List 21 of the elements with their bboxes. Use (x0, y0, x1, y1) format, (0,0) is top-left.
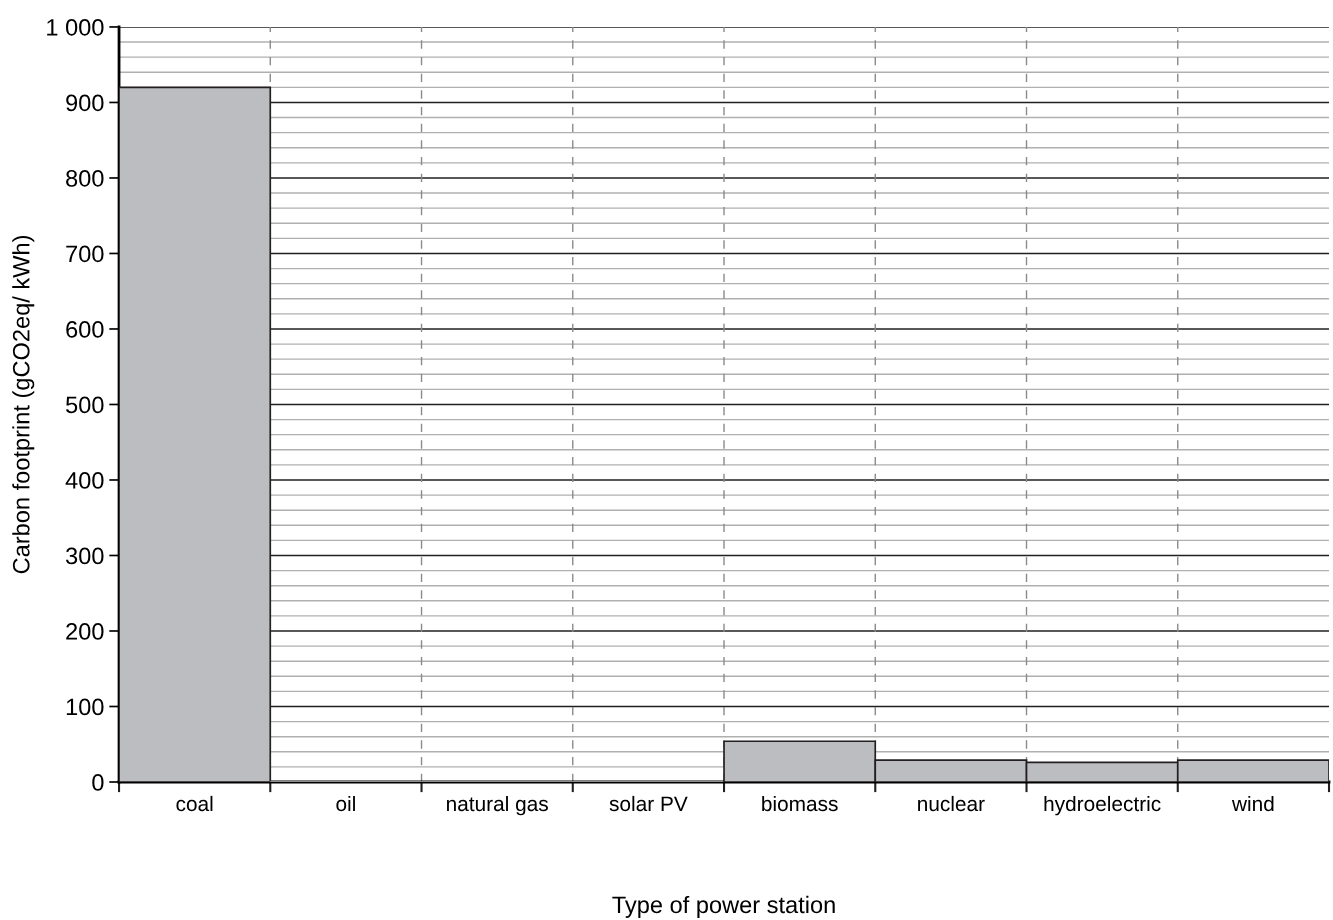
y-tick-label: 500 (66, 396, 104, 414)
y-tick-label: 800 (66, 170, 104, 187)
y-axis-title: Carbon footprint (gCO2eq/ kWh) (12, 235, 35, 574)
y-tick-label: 100 (66, 698, 104, 716)
x-tick-label: solar PV (609, 795, 688, 812)
y-tick-label: 0 (92, 774, 104, 791)
x-tick-label: biomass (762, 795, 838, 812)
x-tick-label: hydroelectric (1044, 795, 1161, 816)
y-tick-label: 300 (65, 547, 104, 565)
y-tick-label: 1 000 (47, 19, 104, 36)
x-tick-label: coal (176, 795, 213, 812)
x-tick-label: oil (336, 795, 355, 812)
y-tick-label: 400 (65, 472, 104, 489)
y-tick-label: 200 (66, 623, 104, 640)
x-tick-label: natural gas (447, 795, 548, 816)
x-tick-label: nuclear (918, 795, 985, 812)
x-axis-title: Type of power station (612, 895, 835, 918)
x-tick-label: wind (1231, 795, 1274, 812)
y-tick-label: 900 (66, 94, 104, 112)
y-tick-label: 700 (66, 245, 104, 263)
y-tick-label: 600 (66, 321, 104, 338)
